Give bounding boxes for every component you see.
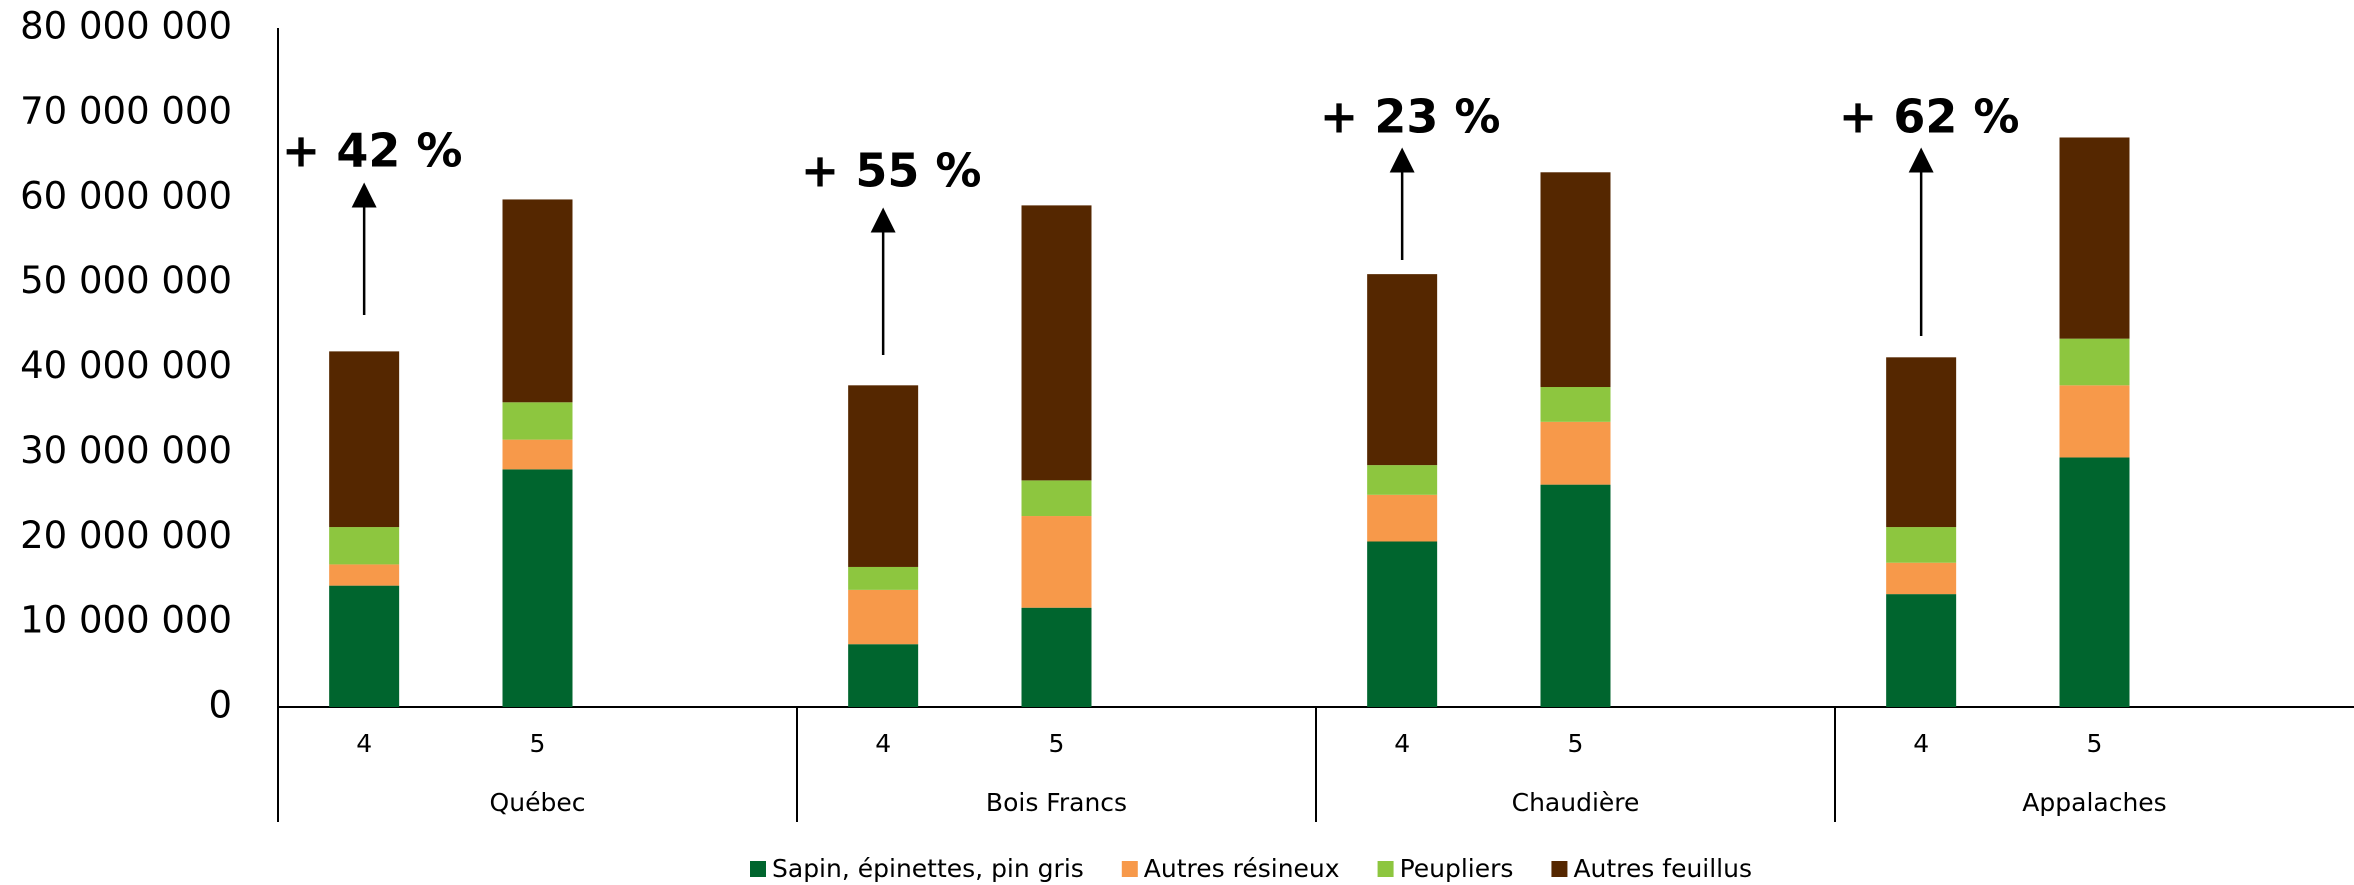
bar-segment bbox=[1886, 562, 1957, 595]
y-tick-label: 30 000 000 bbox=[20, 429, 232, 472]
y-tick-label: 20 000 000 bbox=[20, 514, 232, 557]
bar-segment bbox=[1021, 480, 1092, 517]
annotation: + 42 % bbox=[282, 124, 463, 178]
bar-segment bbox=[1367, 465, 1438, 495]
x-tick-label: 5 bbox=[1568, 729, 1584, 758]
y-tick-label: 10 000 000 bbox=[20, 599, 232, 642]
bar-segment bbox=[848, 566, 919, 590]
x-tick-label: 5 bbox=[1049, 729, 1065, 758]
bar-segment bbox=[2059, 338, 2130, 386]
bar-segment bbox=[1021, 205, 1092, 481]
bar-segment bbox=[502, 199, 573, 403]
legend-label: Autres feuillus bbox=[1573, 854, 1752, 883]
annotation: + 23 % bbox=[1320, 90, 1501, 144]
y-tick-label: 40 000 000 bbox=[20, 344, 232, 387]
bar-segment bbox=[329, 585, 400, 707]
bar-segment bbox=[502, 402, 573, 440]
bar-segment bbox=[329, 527, 400, 565]
x-tick-label: 4 bbox=[356, 729, 372, 758]
bar-segment bbox=[1367, 494, 1438, 542]
bar-segment bbox=[1886, 594, 1957, 707]
y-tick-label: 50 000 000 bbox=[20, 259, 232, 302]
bar-segment bbox=[848, 385, 919, 567]
bar-segment bbox=[2059, 457, 2130, 707]
legend-swatch bbox=[750, 861, 766, 877]
legend-label: Peupliers bbox=[1400, 854, 1514, 883]
bar-segment bbox=[2059, 385, 2130, 458]
legend-swatch bbox=[1377, 861, 1394, 877]
x-tick-label: 4 bbox=[1913, 729, 1929, 758]
bar-segment bbox=[848, 589, 919, 645]
bar-segment bbox=[329, 564, 400, 586]
bar-segment bbox=[1886, 527, 1957, 563]
bar-segment bbox=[1367, 274, 1438, 466]
group-label: Chaudière bbox=[1512, 788, 1640, 817]
bar-segment bbox=[848, 644, 919, 707]
annotation: + 55 % bbox=[801, 144, 982, 198]
bar-segment bbox=[1021, 516, 1092, 608]
x-tick-label: 4 bbox=[1394, 729, 1410, 758]
bar-segment bbox=[502, 469, 573, 707]
x-tick-label: 4 bbox=[875, 729, 891, 758]
bar-segment bbox=[2059, 137, 2130, 339]
bar-segment bbox=[1886, 357, 1957, 528]
bar-segment bbox=[1540, 387, 1611, 422]
bar-segment bbox=[1367, 541, 1438, 707]
y-tick-label: 80 000 000 bbox=[20, 5, 232, 48]
bar-segment bbox=[502, 439, 573, 470]
x-tick-label: 5 bbox=[2087, 729, 2103, 758]
group-label: Bois Francs bbox=[986, 788, 1127, 817]
bar-segment bbox=[329, 351, 400, 528]
x-tick-label: 5 bbox=[530, 729, 546, 758]
legend-label: Autres résineux bbox=[1144, 854, 1340, 883]
y-tick-label: 70 000 000 bbox=[20, 89, 232, 132]
y-tick-label: 60 000 000 bbox=[20, 174, 232, 217]
bar-segment bbox=[1021, 607, 1092, 707]
group-label: Appalaches bbox=[2022, 788, 2166, 817]
bar-segment bbox=[1540, 172, 1611, 388]
bar-segment bbox=[1540, 421, 1611, 485]
legend-label: Sapin, épinettes, pin gris bbox=[772, 854, 1084, 883]
group-label: Québec bbox=[490, 788, 586, 817]
annotation: + 62 % bbox=[1839, 90, 2020, 144]
bar-segment bbox=[1540, 484, 1611, 707]
legend-swatch bbox=[1121, 861, 1138, 877]
y-tick-label: 0 bbox=[208, 684, 232, 727]
legend-swatch bbox=[1551, 861, 1568, 877]
